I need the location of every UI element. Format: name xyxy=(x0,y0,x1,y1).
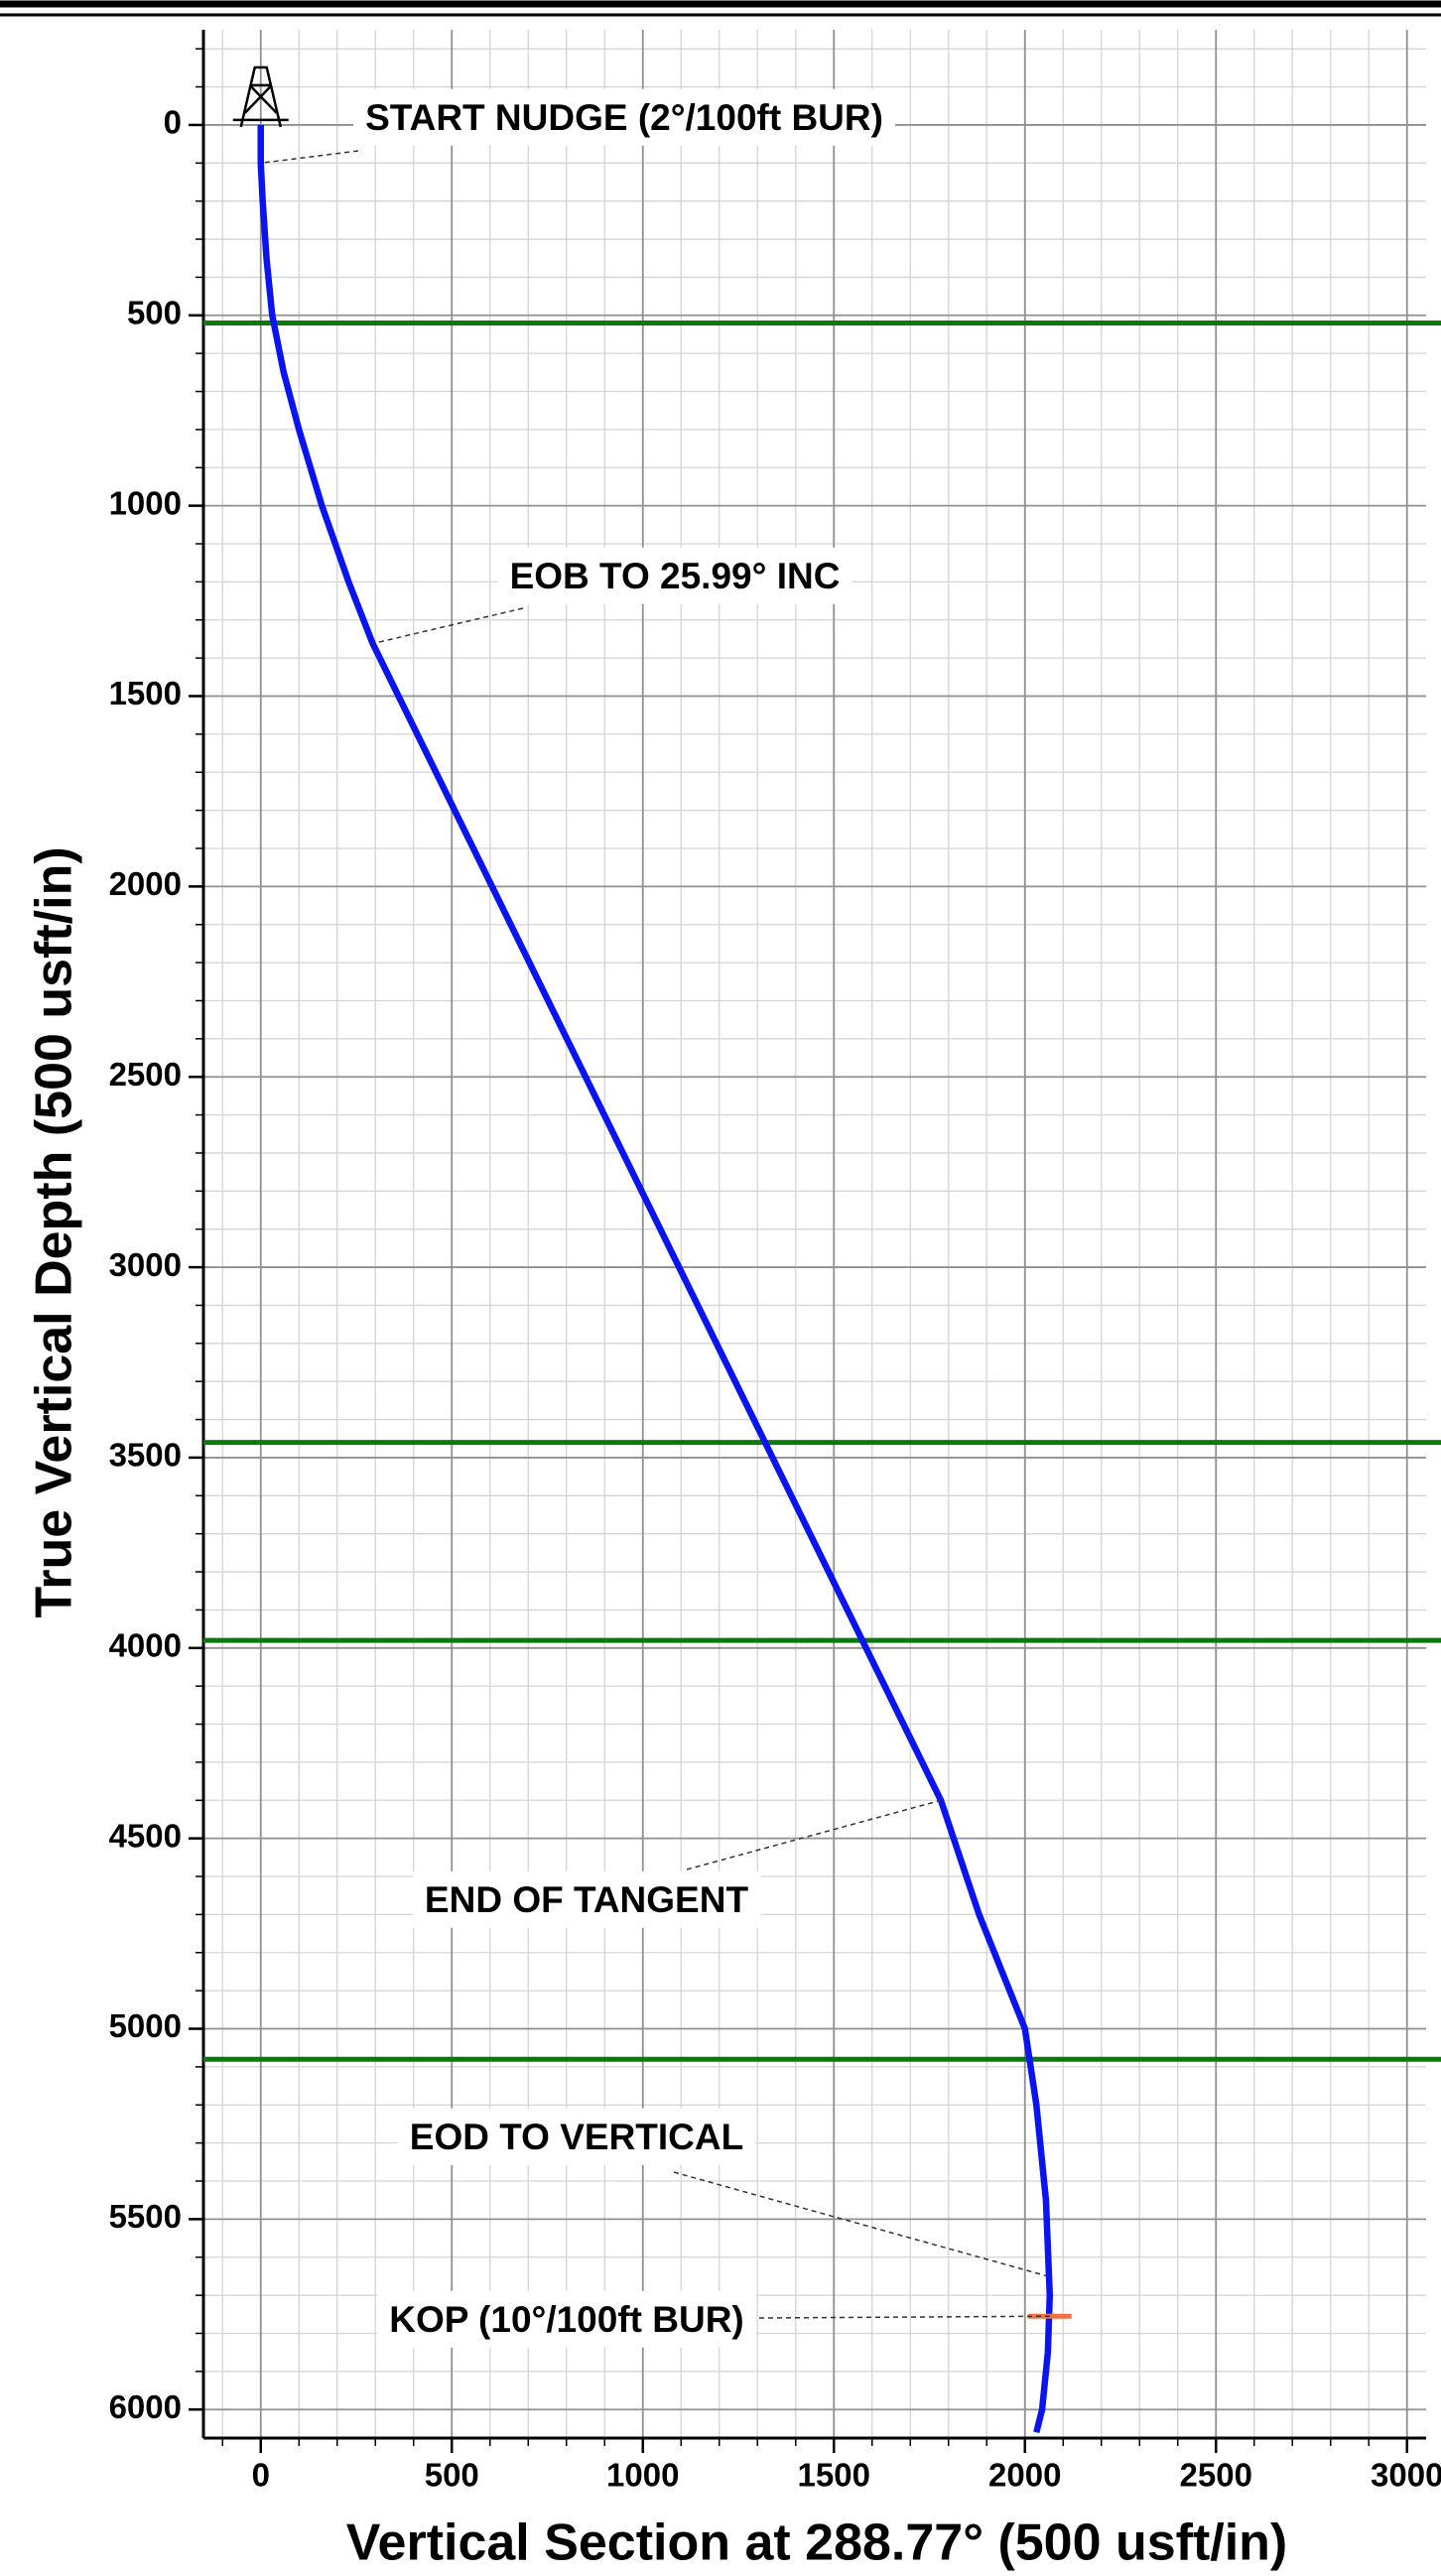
annotation-leader xyxy=(673,2171,1049,2277)
x-tick-label: 3000 xyxy=(1371,2457,1441,2494)
y-tick-label: 3000 xyxy=(109,1246,182,1283)
annotation-box xyxy=(397,2108,756,2165)
y-tick-label: 1000 xyxy=(109,484,182,521)
x-axis-label: Vertical Section at 288.77° (500 usft/in… xyxy=(346,2514,1288,2572)
y-tick-label: 5500 xyxy=(109,2198,182,2235)
annotation: EOD TO VERTICAL xyxy=(410,2117,743,2157)
y-tick-label: 0 xyxy=(164,104,182,141)
x-tick-label: 2000 xyxy=(988,2457,1061,2494)
y-tick-label: 5000 xyxy=(109,2007,182,2044)
annotation-box xyxy=(353,88,895,146)
x-tick-label: 2500 xyxy=(1180,2457,1252,2494)
y-tick-label: 4500 xyxy=(109,1817,182,1854)
annotation-box xyxy=(377,2290,756,2348)
well-path xyxy=(257,124,1054,2434)
y-tick-label: 3500 xyxy=(109,1437,182,1474)
y-tick-label: 4000 xyxy=(109,1627,182,1664)
annotation-box xyxy=(412,1870,761,1928)
y-axis-label: True Vertical Depth (500 usft/in) xyxy=(26,846,83,1617)
annotation-leader xyxy=(758,2315,1050,2319)
annotation-leader xyxy=(372,607,524,645)
y-tick-label: 2000 xyxy=(109,865,182,902)
grid: 0 500 1000 1500 2000 2500 3000 0 500 1000 1500 2000… xyxy=(109,30,1441,2494)
annotation: KOP (10°/100ft BUR) xyxy=(389,2299,743,2340)
y-tick-label: 6000 xyxy=(109,2388,182,2425)
marks: START NUDGE (2°/100ft BUR) EOB TO 25.99° … xyxy=(203,65,1441,2434)
annotation-leader xyxy=(260,150,359,165)
annotation: END OF TANGENT xyxy=(425,1879,749,1920)
rig-icon xyxy=(232,65,289,128)
y-tick-label: 2500 xyxy=(109,1056,182,1093)
annotation: EOB TO 25.99° INC xyxy=(510,556,841,596)
x-tick-label: 0 xyxy=(252,2457,270,2494)
y-tick-label: 500 xyxy=(127,295,182,331)
x-tick-label: 1500 xyxy=(798,2457,870,2494)
x-tick-label: 500 xyxy=(425,2457,479,2494)
y-tick-label: 1500 xyxy=(109,675,182,711)
x-tick-label: 1000 xyxy=(606,2457,679,2494)
annotation: START NUDGE (2°/100ft BUR) xyxy=(365,97,883,138)
annotation-box xyxy=(497,547,852,604)
